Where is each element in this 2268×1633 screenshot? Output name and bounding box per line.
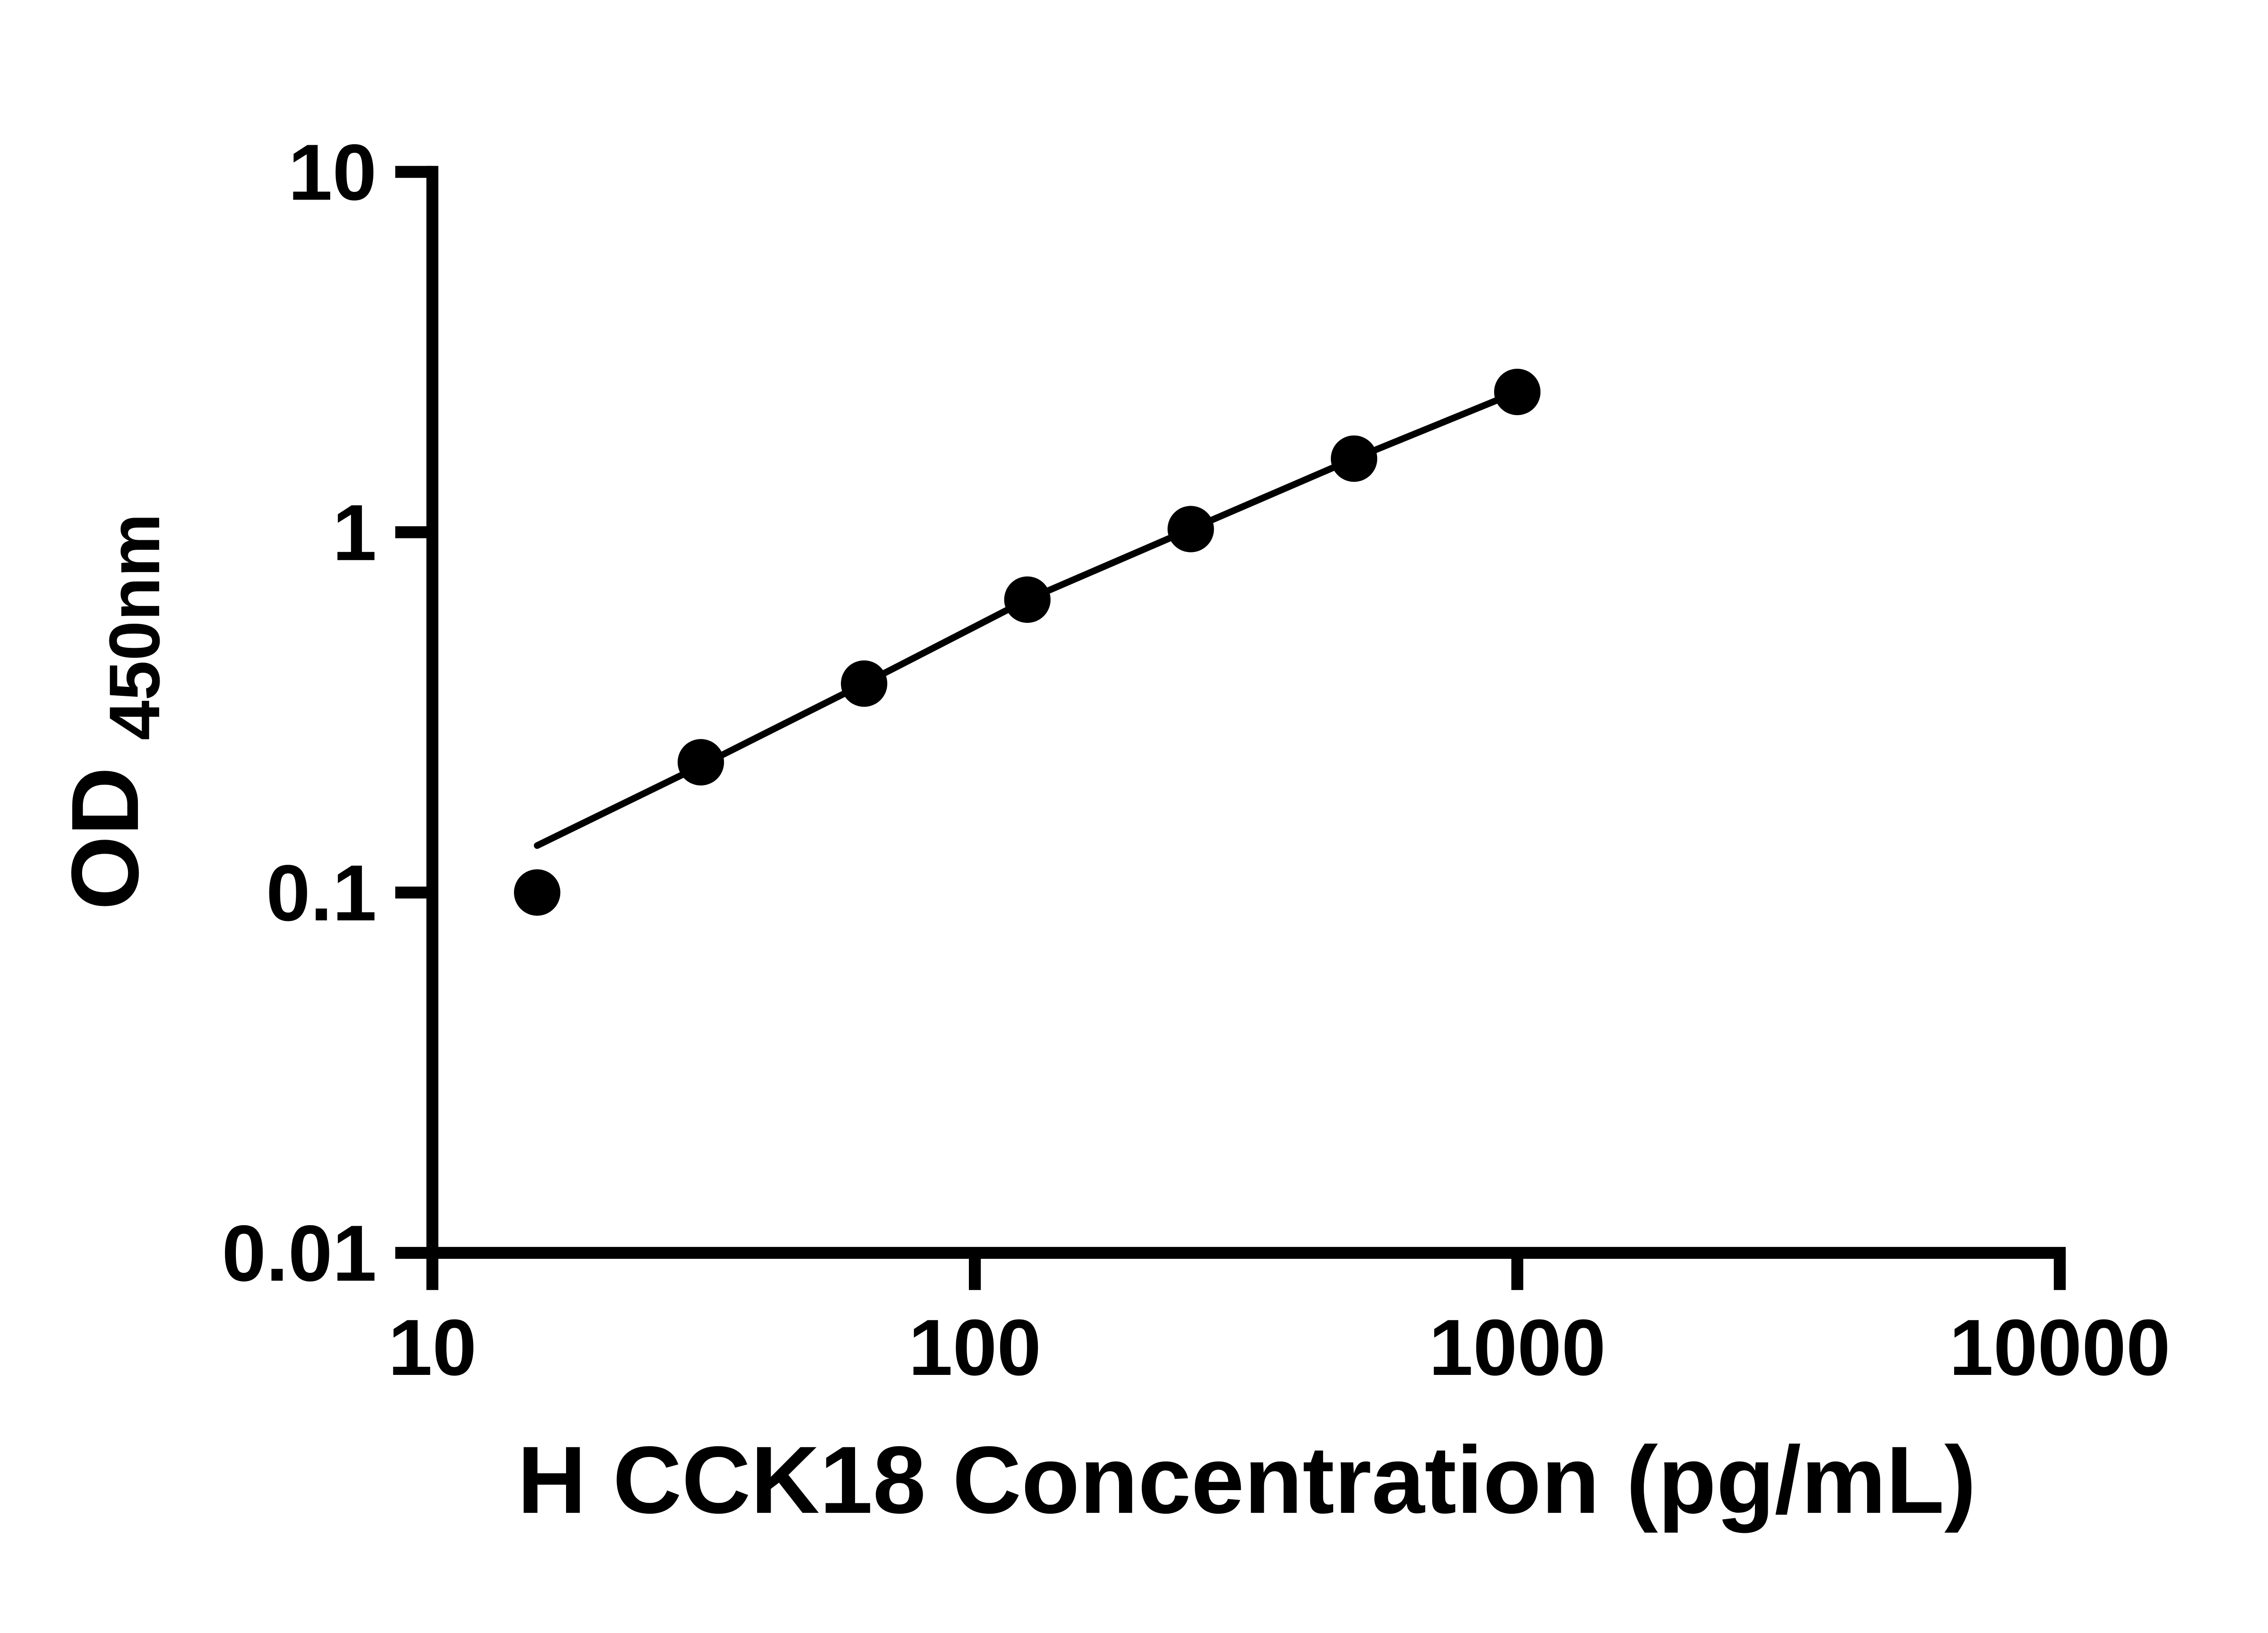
x-axis-tick-label: 100	[909, 1303, 1041, 1392]
data-point	[677, 739, 724, 786]
axis-ticks	[395, 166, 2066, 1290]
data-point	[1494, 368, 1541, 416]
axis-titles: H CCK18 Concentration (pg/mL) OD 450nm	[51, 513, 1976, 1533]
y-axis-tick-label: 10	[288, 128, 376, 217]
axes	[426, 166, 2066, 1259]
x-axis-tick-label: 1000	[1429, 1303, 1606, 1392]
x-axis-tick-label: 10	[388, 1303, 477, 1392]
y-axis-title-subscript: 450nm	[95, 513, 175, 740]
x-axis-title: H CCK18 Concentration (pg/mL)	[517, 1426, 1976, 1533]
data-point	[841, 660, 888, 707]
y-axis-tick-label: 0.01	[222, 1209, 376, 1298]
y-axis-title-main: OD	[51, 767, 158, 910]
y-axis-tick-label: 0.1	[266, 849, 377, 938]
y-axis-tick-label: 1	[332, 489, 377, 577]
x-axis-tick-label: 10000	[1949, 1303, 2170, 1392]
y-axis-title: OD 450nm	[51, 513, 175, 910]
data-point	[1004, 576, 1051, 623]
data-series	[514, 368, 1541, 916]
axis-tick-labels: 0.01 0.1 1 10 10 100 1000 10000	[222, 128, 2170, 1392]
data-point	[514, 869, 561, 916]
data-point	[1330, 435, 1378, 482]
data-point	[1167, 506, 1214, 552]
